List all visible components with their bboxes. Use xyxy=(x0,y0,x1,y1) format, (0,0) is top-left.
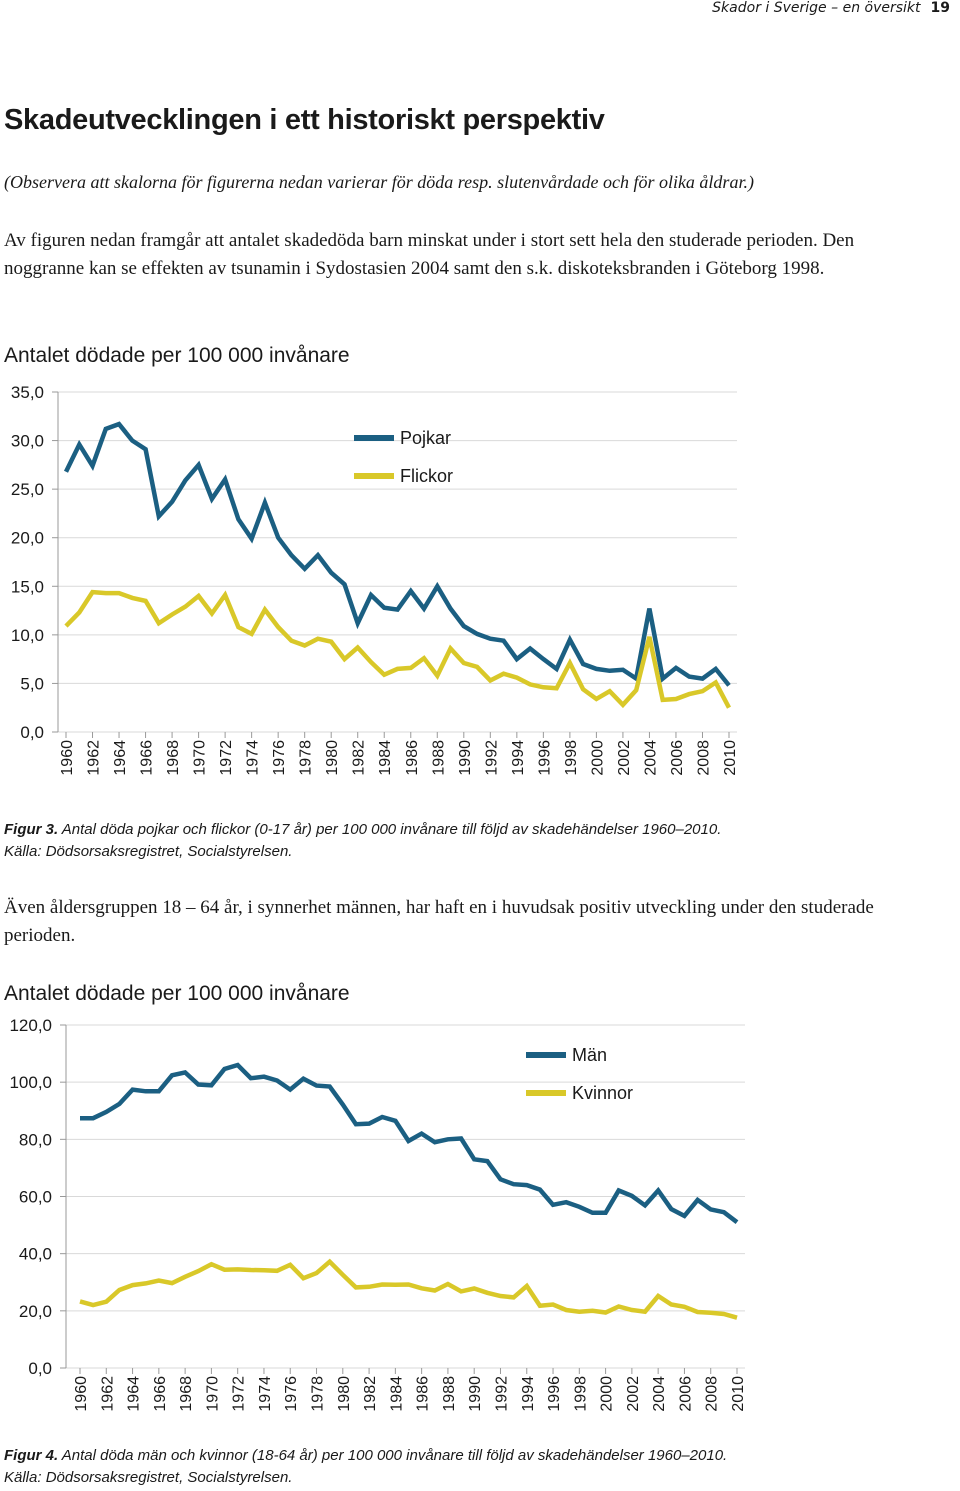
x-tick-label: 1982 xyxy=(362,1376,379,1412)
paragraph-adults: Även åldersgruppen 18 – 64 år, i synnerh… xyxy=(4,897,874,946)
x-tick-label: 1962 xyxy=(99,1376,116,1412)
x-tick-label: 1998 xyxy=(563,740,580,776)
x-tick-label: 2004 xyxy=(651,1376,668,1412)
series-line-kvinnor xyxy=(79,1258,738,1320)
page-number: 19 xyxy=(930,0,950,16)
x-tick-label: 1976 xyxy=(283,1376,300,1412)
figure3-text: Antal döda pojkar och flickor (0-17 år) … xyxy=(58,821,722,838)
x-tick-label: 1994 xyxy=(520,1376,537,1412)
x-tick-label: 2000 xyxy=(599,1376,616,1412)
x-tick-label: 2006 xyxy=(677,1376,694,1412)
figure4-label: Figur 4. xyxy=(4,1447,59,1464)
x-tick-label: 1980 xyxy=(324,740,341,776)
legend-label: Män xyxy=(572,1045,607,1065)
x-tick-label: 1990 xyxy=(457,740,474,776)
figure4-caption: Figur 4. Antal döda män och kvinnor (18-… xyxy=(4,1445,727,1489)
x-tick-label: 1988 xyxy=(441,1376,458,1412)
running-header: Skador i Sverige – en översikt 19 xyxy=(712,0,950,16)
legend-label: Pojkar xyxy=(400,428,451,448)
x-tick-label: 1964 xyxy=(126,1376,143,1412)
x-tick-label: 1974 xyxy=(245,740,262,776)
y-tick-label: 25,0 xyxy=(11,480,44,499)
figure3-caption: Figur 3. Antal döda pojkar och flickor (… xyxy=(4,819,721,863)
y-tick-label: 80,0 xyxy=(19,1130,52,1149)
x-tick-label: 2002 xyxy=(625,1376,642,1412)
y-tick-label: 35,0 xyxy=(11,383,44,402)
x-tick-label: 1994 xyxy=(510,740,527,776)
y-tick-label: 100,0 xyxy=(9,1073,52,1092)
chart2-title: Antalet dödade per 100 000 invånare xyxy=(4,982,350,1005)
x-tick-label: 1968 xyxy=(165,740,182,776)
x-tick-label: 1978 xyxy=(298,740,315,776)
x-tick-label: 1972 xyxy=(218,740,235,776)
y-tick-label: 15,0 xyxy=(11,577,44,596)
x-tick-label: 1984 xyxy=(377,740,394,776)
y-tick-label: 0,0 xyxy=(20,723,44,742)
x-tick-label: 2006 xyxy=(669,740,686,776)
x-tick-label: 2000 xyxy=(589,740,606,776)
x-tick-label: 1978 xyxy=(310,1376,327,1412)
x-tick-label: 1992 xyxy=(493,1376,510,1412)
x-tick-label: 1962 xyxy=(86,740,103,776)
x-tick-label: 1988 xyxy=(430,740,447,776)
x-tick-label: 1970 xyxy=(204,1376,221,1412)
legend-label: Kvinnor xyxy=(572,1083,633,1103)
series-line-pojkar xyxy=(63,421,731,687)
x-tick-label: 2008 xyxy=(695,740,712,776)
x-tick-label: 1982 xyxy=(351,740,368,776)
x-tick-label: 1986 xyxy=(415,1376,432,1412)
x-tick-label: 1976 xyxy=(271,740,288,776)
x-tick-label: 2002 xyxy=(616,740,633,776)
x-tick-label: 1966 xyxy=(152,1376,169,1412)
figure3-source: Källa: Dödsorsaksregistret, Socialstyrel… xyxy=(4,843,293,860)
y-tick-label: 60,0 xyxy=(19,1188,52,1207)
y-tick-label: 10,0 xyxy=(11,626,44,645)
chart-adult-deaths: 0,0 20,0 40,0 60,0 80,0 100,0 120,0 1960 1962 196… xyxy=(9,1016,747,1412)
x-tick-label: 1972 xyxy=(231,1376,248,1412)
y-tick-label: 0,0 xyxy=(28,1359,52,1378)
x-tick-label: 2010 xyxy=(730,1376,747,1412)
x-tick-label: 1980 xyxy=(336,1376,353,1412)
figure4-source: Källa: Dödsorsaksregistret, Socialstyrel… xyxy=(4,1469,293,1486)
chart-children-deaths: 0,0 5,0 10,0 15,0 20,0 25,0 30,0 35,0 1960 1962 19… xyxy=(11,383,739,776)
x-tick-label: 2010 xyxy=(722,740,739,776)
chart1-title: Antalet dödade per 100 000 invånare xyxy=(4,344,350,367)
x-tick-label: 1960 xyxy=(73,1376,90,1412)
legend-label: Flickor xyxy=(400,466,453,486)
x-tick-label: 1968 xyxy=(178,1376,195,1412)
y-tick-label: 30,0 xyxy=(11,432,44,451)
x-tick-label: 1970 xyxy=(192,740,209,776)
paragraph-children: Av figuren nedan framgår att antalet ska… xyxy=(4,230,855,279)
series-line-flickor xyxy=(64,589,731,709)
y-tick-label: 20,0 xyxy=(11,529,44,548)
y-tick-label: 20,0 xyxy=(19,1302,52,1321)
series-line-män xyxy=(80,1062,739,1224)
section-heading: Skadeutvecklingen i ett historiskt persp… xyxy=(4,104,605,136)
x-tick-label: 1990 xyxy=(467,1376,484,1412)
x-tick-label: 1996 xyxy=(546,1376,563,1412)
y-tick-label: 40,0 xyxy=(19,1245,52,1264)
x-tick-label: 1998 xyxy=(572,1376,589,1412)
x-tick-label: 1986 xyxy=(404,740,421,776)
x-tick-label: 1966 xyxy=(139,740,156,776)
figure4-text: Antal döda män och kvinnor (18-64 år) pe… xyxy=(58,1447,728,1464)
x-tick-label: 1964 xyxy=(112,740,129,776)
x-tick-label: 1992 xyxy=(483,740,500,776)
x-tick-label: 1974 xyxy=(257,1376,274,1412)
x-tick-label: 2008 xyxy=(704,1376,721,1412)
scale-note: (Observera att skalorna för figurerna ne… xyxy=(4,172,754,192)
x-tick-label: 2004 xyxy=(642,740,659,776)
figure3-label: Figur 3. xyxy=(4,821,59,838)
y-tick-label: 120,0 xyxy=(9,1016,52,1035)
x-tick-label: 1984 xyxy=(388,1376,405,1412)
x-tick-label: 1960 xyxy=(59,740,76,776)
x-tick-label: 1996 xyxy=(536,740,553,776)
running-title: Skador i Sverige – en översikt xyxy=(712,0,921,16)
y-tick-label: 5,0 xyxy=(20,674,44,693)
